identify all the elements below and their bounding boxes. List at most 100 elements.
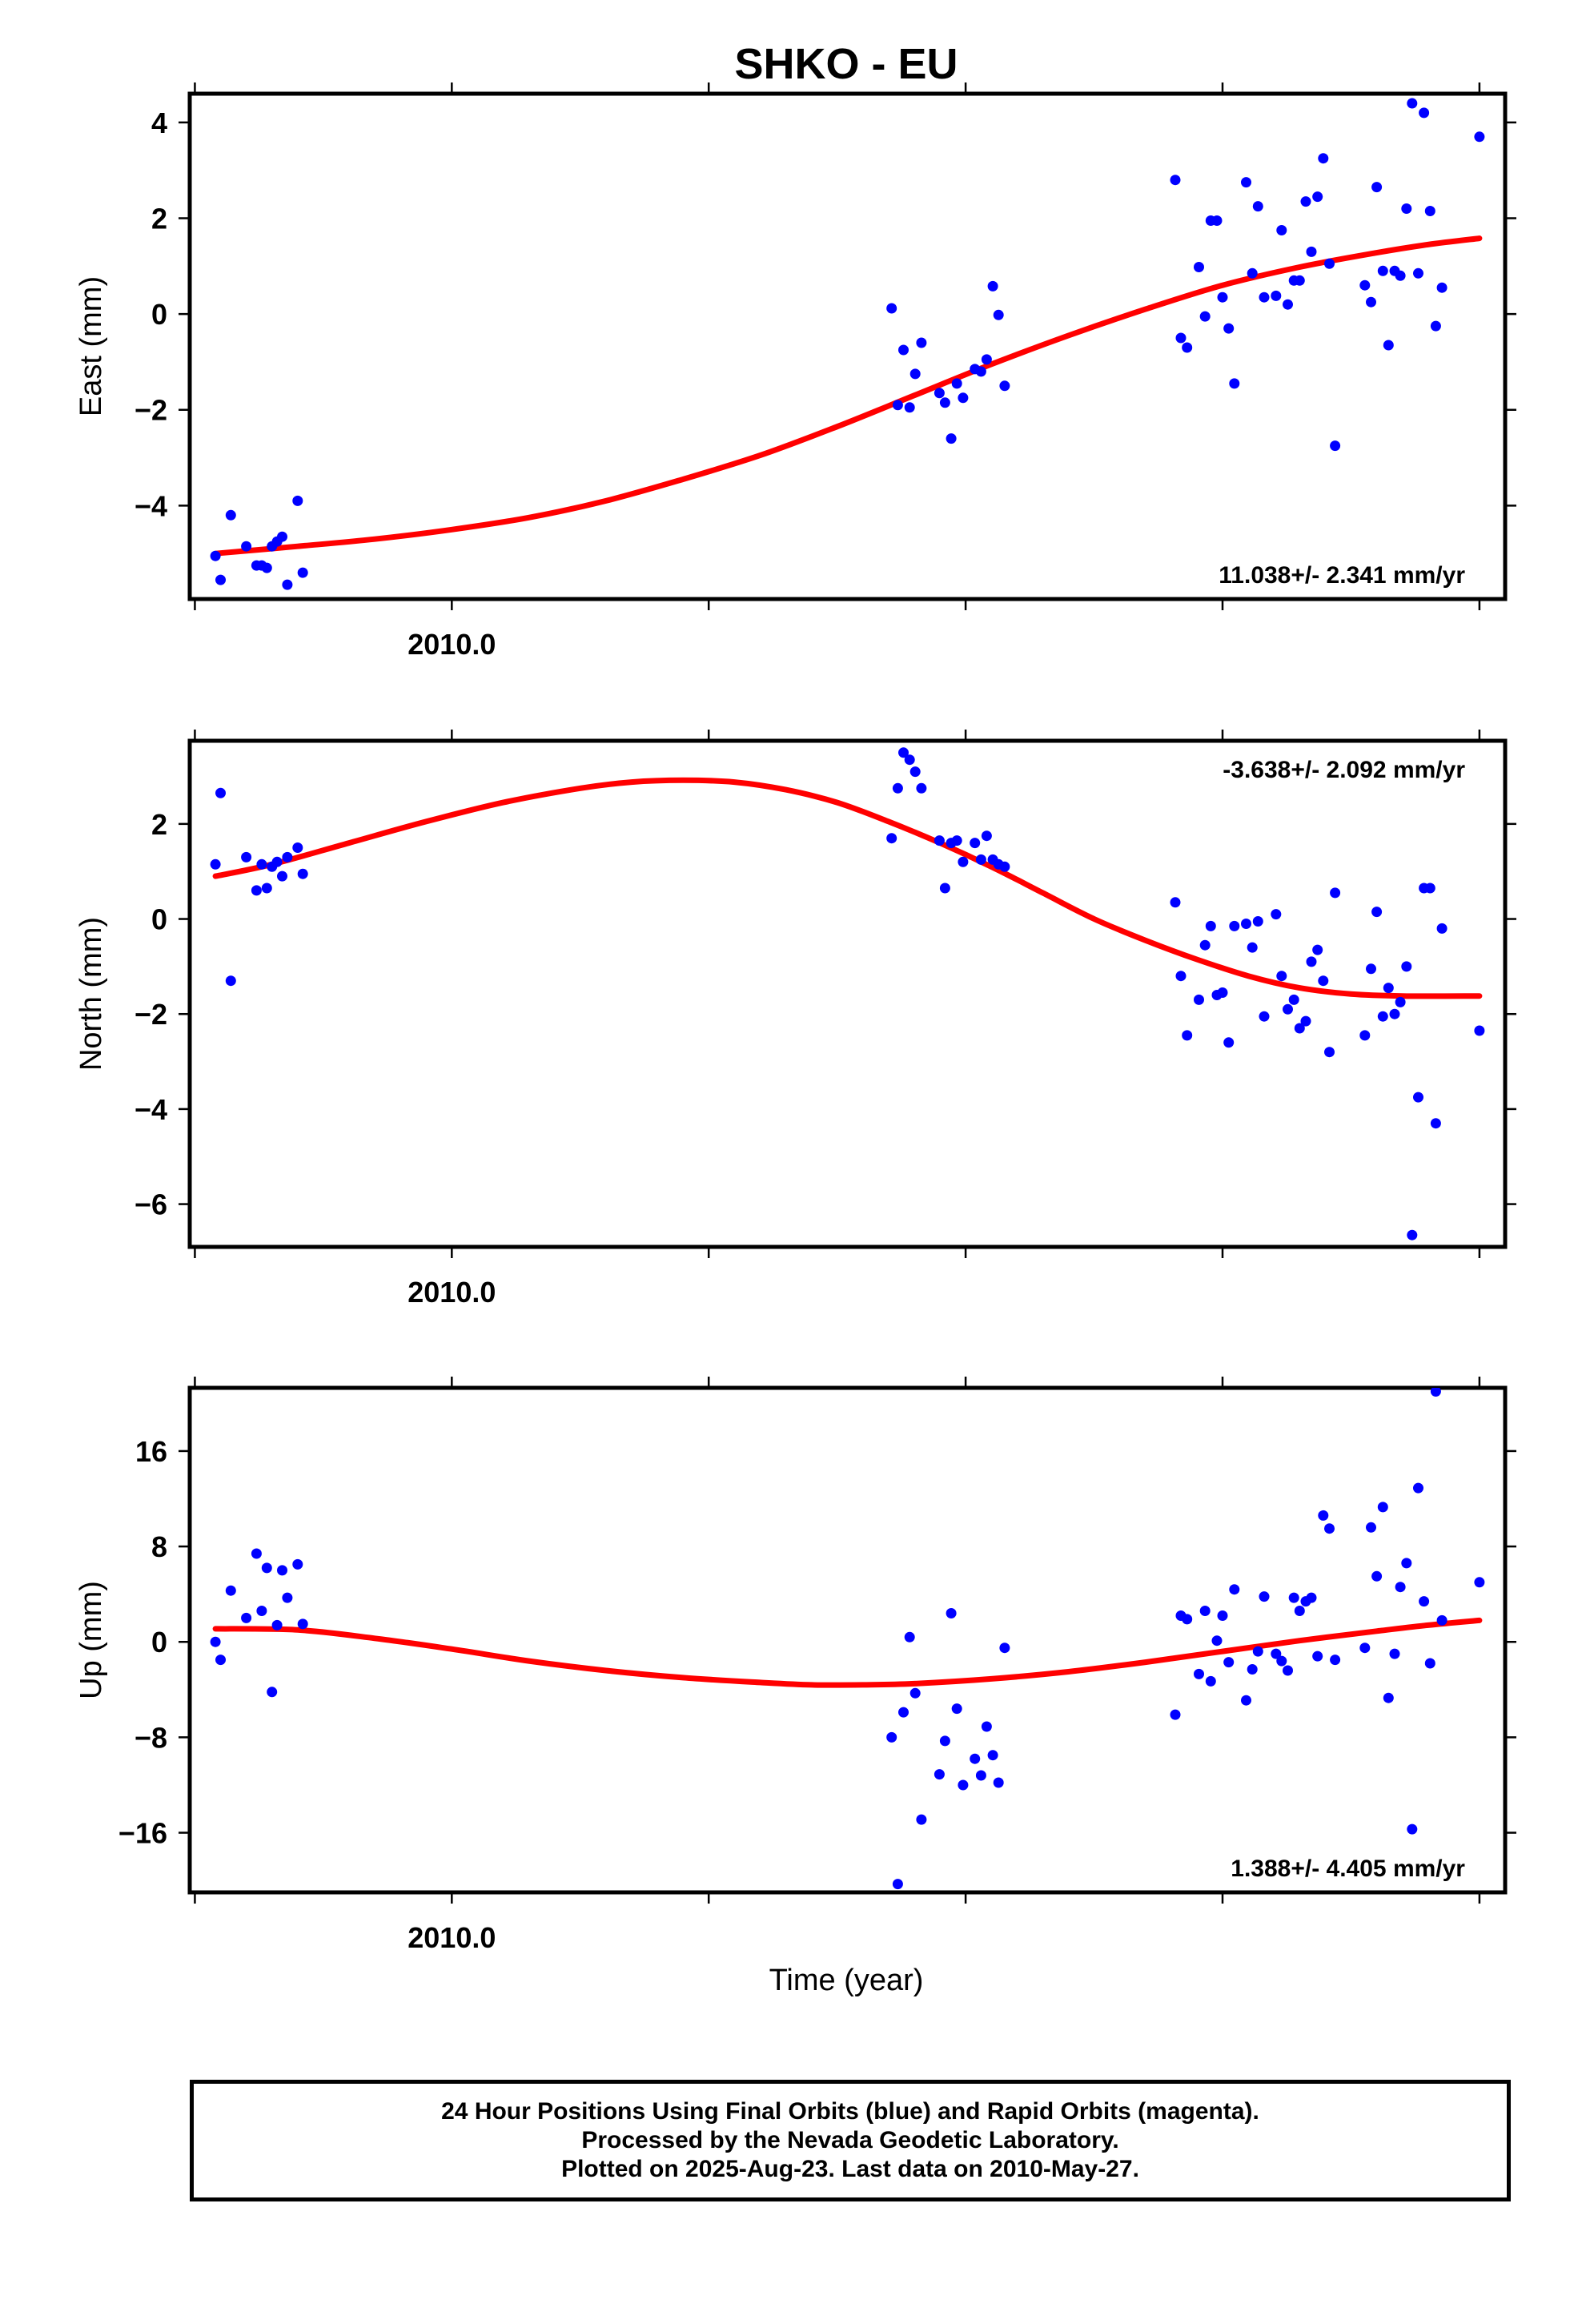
data-point	[1401, 1558, 1412, 1569]
data-point	[1211, 1635, 1223, 1647]
data-point	[261, 1562, 272, 1574]
data-point	[1283, 1003, 1293, 1015]
data-point	[256, 858, 267, 870]
data-point	[1283, 299, 1293, 310]
data-point	[1223, 1657, 1235, 1668]
data-point	[916, 337, 927, 348]
data-point	[1413, 1482, 1423, 1494]
y-axis-label: Up (mm)	[74, 1581, 108, 1699]
data-point	[1271, 909, 1282, 920]
data-point	[1247, 267, 1258, 279]
data-point	[975, 1770, 986, 1781]
data-point	[951, 835, 962, 846]
data-point	[1377, 1011, 1388, 1022]
data-point	[970, 838, 981, 849]
y-tick-label: 4	[151, 107, 167, 139]
data-point	[1401, 961, 1412, 972]
data-point	[987, 1750, 998, 1761]
data-point	[1294, 1023, 1305, 1034]
data-point	[909, 1687, 921, 1699]
data-point	[297, 567, 308, 578]
data-point	[1194, 262, 1204, 272]
data-point	[271, 1619, 283, 1630]
data-point	[1229, 920, 1240, 931]
data-point	[1223, 1037, 1235, 1048]
data-point	[297, 1618, 308, 1630]
data-point	[241, 541, 252, 552]
data-point	[975, 366, 986, 377]
data-point	[999, 1642, 1010, 1654]
data-point	[241, 851, 252, 862]
data-point	[898, 747, 909, 758]
data-point	[1252, 1646, 1263, 1657]
panel-frame	[187, 1385, 1508, 1895]
data-point	[1247, 1664, 1258, 1675]
data-point	[939, 1735, 950, 1747]
data-point	[1199, 1606, 1211, 1616]
data-point	[1430, 1118, 1441, 1129]
data-point	[1436, 282, 1447, 293]
y-axis-label: North (mm)	[74, 917, 108, 1071]
data-point	[210, 858, 221, 870]
data-point	[215, 787, 226, 798]
data-point	[1217, 292, 1228, 303]
data-point	[1182, 1030, 1193, 1041]
data-point	[1217, 987, 1228, 998]
data-point	[898, 1707, 909, 1718]
data-point	[939, 397, 950, 408]
data-point	[951, 378, 962, 389]
data-point	[904, 1631, 915, 1642]
panel-data-layer	[210, 98, 1485, 590]
data-point	[958, 856, 969, 867]
data-point	[1377, 265, 1388, 276]
data-point	[1419, 107, 1430, 119]
data-point	[261, 883, 272, 894]
data-point	[297, 868, 308, 879]
data-point	[892, 400, 903, 411]
data-point	[225, 975, 236, 987]
data-point	[1312, 944, 1323, 955]
data-point	[981, 1721, 992, 1732]
data-point	[993, 309, 1004, 320]
data-point	[958, 1779, 969, 1791]
data-point	[1424, 206, 1435, 216]
data-point	[251, 885, 262, 896]
y-axis-label: East (mm)	[74, 276, 108, 416]
panel-east: 2010.0 −4 −2 0 2 4 East (mm) 11.038+/- 2.341 mm…	[74, 82, 1516, 661]
data-point	[1252, 201, 1263, 212]
data-point	[1211, 215, 1223, 226]
data-point	[215, 1655, 226, 1666]
data-point	[1318, 1510, 1329, 1521]
x-tick-label: 2010.0	[408, 1276, 496, 1309]
data-point	[1205, 920, 1216, 931]
data-point	[210, 1636, 221, 1647]
data-point	[1170, 175, 1181, 186]
data-point	[1312, 191, 1323, 203]
data-point	[1283, 1665, 1293, 1676]
data-point	[1366, 1522, 1376, 1533]
y-tick-label: 2	[151, 808, 167, 841]
panel-frame	[187, 738, 1508, 1249]
data-point	[271, 856, 283, 867]
data-point	[277, 870, 287, 882]
data-point	[1413, 1092, 1423, 1103]
panel-up: 2010.0 −16 −8 0 8 16 Up (mm) 1.388+/- 4.405 mm/…	[74, 1377, 1516, 1954]
y-tick-label: −16	[118, 1817, 167, 1850]
y-tick-label: 0	[151, 298, 167, 331]
data-point	[1312, 1651, 1323, 1662]
data-point	[1318, 153, 1329, 164]
data-point	[1259, 1011, 1270, 1022]
data-point	[241, 1612, 252, 1623]
data-point	[261, 562, 272, 573]
data-point	[1330, 440, 1341, 452]
fit-curve	[212, 235, 1483, 557]
data-point	[282, 851, 293, 862]
data-point	[282, 1592, 293, 1603]
panel-frame	[187, 91, 1508, 601]
data-point	[1383, 340, 1394, 351]
data-point	[1366, 296, 1376, 308]
y-tick-label: 16	[135, 1435, 167, 1468]
data-point	[1424, 1658, 1435, 1669]
data-point	[215, 574, 226, 585]
